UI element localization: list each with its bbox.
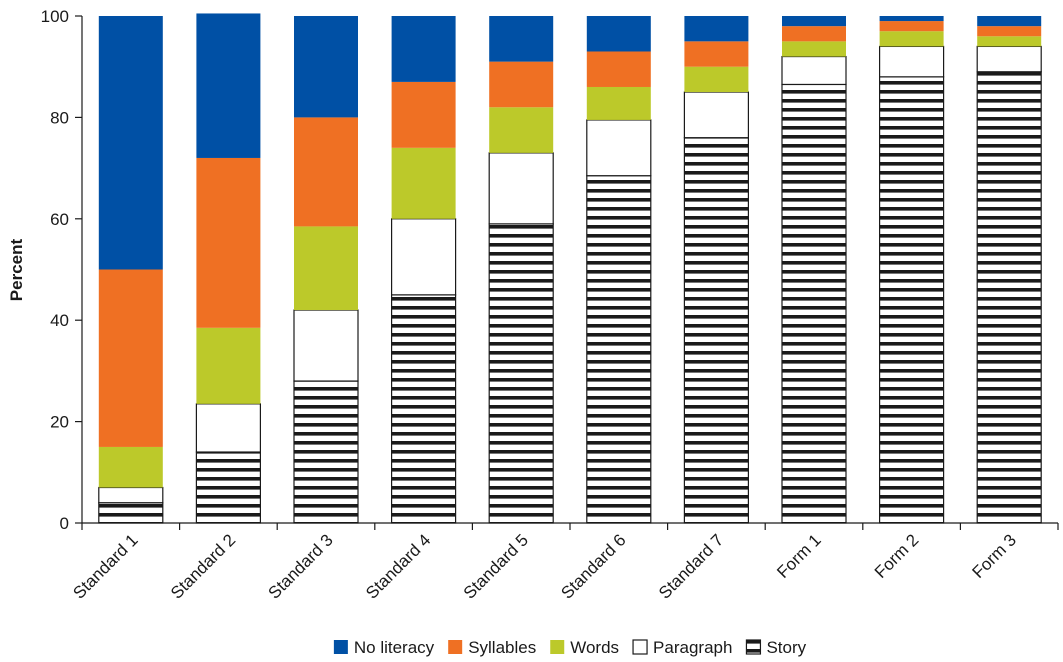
- legend-item-syllables: Syllables: [448, 638, 536, 657]
- legend-label-syllables: Syllables: [468, 638, 536, 657]
- bar-segment-story-standard-1: [98, 502, 164, 524]
- bar-segment-story-standard-7: [683, 137, 750, 524]
- bar-segment-words-standard-5: [489, 107, 554, 153]
- bar-segment-words-standard-3: [294, 226, 358, 311]
- legend-label-words: Words: [570, 638, 619, 657]
- legend-swatch-story: [745, 639, 762, 655]
- x-tick-label-form-2: Form 2: [871, 530, 923, 582]
- bar-segment-syllables-form-1: [782, 26, 846, 42]
- x-tick-label-standard-1: Standard 1: [69, 530, 141, 602]
- legend: No literacy Syllables Words Paragraph Story: [333, 638, 807, 657]
- y-axis-title: Percent: [7, 238, 26, 301]
- bar-segment-words-standard-7: [684, 66, 749, 93]
- bar-segment-no-literacy-form-3: [977, 16, 1042, 27]
- x-tick-label-form-3: Form 3: [969, 530, 1021, 582]
- legend-label-paragraph: Paragraph: [653, 638, 732, 657]
- legend-swatch-syllables: [448, 640, 463, 654]
- bar-segment-story-form-2: [878, 76, 945, 524]
- bar-segment-paragraph-standard-7: [683, 91, 750, 139]
- bar-segment-syllables-form-2: [879, 21, 944, 32]
- bar-segment-paragraph-standard-5: [488, 152, 554, 225]
- x-tick-label-standard-4: Standard 4: [362, 530, 434, 602]
- bar-segment-syllables-standard-6: [586, 51, 651, 87]
- bar-segment-story-standard-4: [391, 294, 457, 524]
- bar-segment-no-literacy-standard-5: [489, 16, 554, 62]
- legend-item-paragraph: Paragraph: [632, 638, 732, 657]
- bar-segment-story-standard-3: [293, 380, 359, 524]
- legend-label-story: Story: [766, 638, 806, 657]
- bar-segment-words-standard-4: [391, 147, 456, 219]
- x-tick-label-standard-5: Standard 5: [460, 530, 532, 602]
- y-tick-label: 20: [50, 413, 69, 432]
- bar-segment-syllables-standard-7: [684, 41, 749, 67]
- y-tick-label: 80: [50, 108, 69, 127]
- bar-segment-syllables-standard-3: [294, 117, 358, 227]
- legend-label-no-literacy: No literacy: [354, 638, 435, 657]
- x-tick-label-standard-2: Standard 2: [167, 530, 239, 602]
- bar-segment-paragraph-standard-4: [391, 218, 457, 296]
- bar-segment-no-literacy-standard-2: [196, 13, 261, 158]
- bar-segment-no-literacy-standard-7: [684, 16, 749, 42]
- bar-segment-paragraph-standard-3: [293, 309, 359, 382]
- x-tick-label-standard-6: Standard 6: [557, 530, 629, 602]
- bar-segment-paragraph-form-1: [781, 55, 847, 86]
- x-tick-label-standard-3: Standard 3: [265, 530, 337, 602]
- bar-segment-paragraph-standard-6: [586, 119, 652, 177]
- bar-segment-syllables-standard-2: [196, 157, 261, 328]
- bar-segment-no-literacy-form-2: [879, 16, 944, 22]
- y-tick-label: 100: [41, 7, 69, 26]
- bar-segment-syllables-standard-4: [391, 81, 456, 148]
- bar-segment-syllables-standard-5: [489, 61, 554, 108]
- bar-segment-words-standard-1: [98, 446, 163, 488]
- bar-segment-paragraph-standard-1: [98, 486, 164, 504]
- bar-segment-words-form-1: [782, 41, 846, 57]
- bar-segment-words-standard-2: [196, 327, 261, 404]
- bar-segment-paragraph-form-3: [976, 45, 1042, 73]
- bar-segment-no-literacy-standard-6: [586, 16, 651, 52]
- bar-segment-syllables-standard-1: [98, 269, 163, 447]
- y-tick-label: 0: [60, 514, 69, 533]
- x-tick-label-form-1: Form 1: [773, 530, 825, 582]
- bar-segment-story-standard-5: [488, 223, 554, 524]
- legend-item-story: Story: [745, 638, 807, 657]
- bar-segment-story-form-3: [976, 71, 1042, 524]
- legend-swatch-paragraph: [632, 639, 648, 655]
- bar-segment-paragraph-form-2: [878, 45, 945, 78]
- x-tick-label-standard-7: Standard 7: [655, 530, 727, 602]
- legend-item-no-literacy: No literacy: [333, 638, 435, 657]
- bar-segment-no-literacy-standard-1: [98, 16, 163, 270]
- legend-swatch-words: [550, 640, 565, 654]
- bar-segment-no-literacy-standard-3: [294, 16, 358, 118]
- bar-segment-syllables-form-3: [977, 26, 1042, 37]
- bars-layer: [98, 13, 1042, 524]
- legend-item-words: Words: [550, 638, 619, 657]
- bar-segment-no-literacy-standard-4: [391, 16, 456, 82]
- legend-swatch-no-literacy: [333, 640, 348, 654]
- bar-segment-no-literacy-form-1: [782, 16, 846, 27]
- bar-segment-paragraph-standard-2: [195, 403, 261, 453]
- bar-segment-words-standard-6: [586, 86, 651, 120]
- bar-segment-story-standard-2: [195, 451, 261, 524]
- bar-segment-words-form-2: [879, 31, 944, 47]
- bar-segment-words-form-3: [977, 36, 1042, 47]
- bar-segment-story-standard-6: [586, 175, 652, 524]
- bar-segment-story-form-1: [781, 83, 847, 524]
- y-tick-label: 60: [50, 210, 69, 229]
- y-tick-label: 40: [50, 311, 69, 330]
